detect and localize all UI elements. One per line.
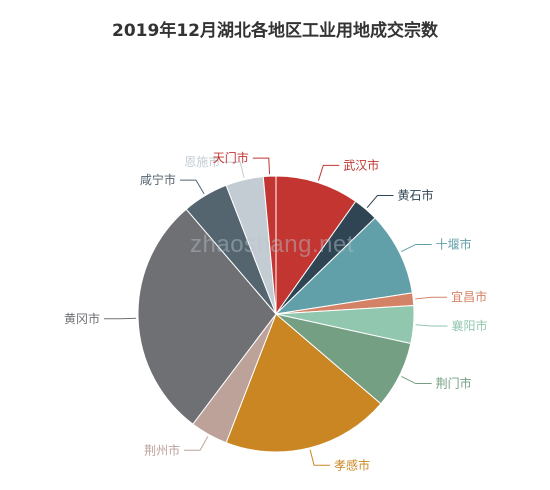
slice-label: 荆门市 (436, 376, 472, 391)
label-line (401, 375, 432, 385)
label-line (415, 296, 448, 300)
slice-label: 武汉市 (343, 157, 379, 172)
pie-slice[interactable] (274, 217, 413, 315)
slice-label: 黄冈市 (64, 311, 100, 326)
pie-slices (137, 175, 415, 453)
slice-label: 荆州市 (144, 442, 180, 457)
pie-slice[interactable] (262, 175, 277, 315)
label-line (317, 164, 340, 181)
label-line (252, 157, 271, 175)
pie-slice[interactable] (225, 313, 382, 453)
label-line (415, 324, 448, 327)
pie-slice[interactable] (275, 175, 357, 316)
chart-title: 2019年12月湖北各地区工业用地成交宗数 (112, 21, 438, 41)
label-line (366, 195, 394, 209)
watermark: zhaoshang.net (190, 231, 354, 258)
label-line (401, 243, 432, 253)
label-line (184, 436, 209, 451)
label-line (309, 449, 331, 466)
label-line (224, 161, 245, 178)
slice-label: 黄石市 (397, 188, 433, 203)
pie-slice[interactable] (137, 208, 277, 425)
slice-label: 咸宁市 (140, 172, 176, 187)
label-line (179, 179, 205, 195)
slice-label: 恩施市 (184, 154, 220, 169)
slice-label: 十堰市 (436, 236, 472, 251)
slice-label: 天门市 (213, 150, 249, 165)
slice-label: 襄阳市 (452, 318, 488, 333)
slice-label: 宜昌市 (451, 289, 487, 304)
slice-label: 孝感市 (334, 457, 370, 472)
